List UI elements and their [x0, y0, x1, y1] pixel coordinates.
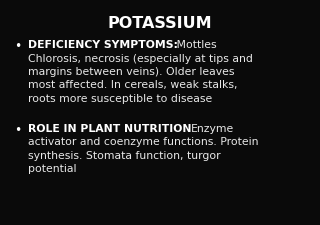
Text: Chlorosis, necrosis (especially at tips and: Chlorosis, necrosis (especially at tips …	[28, 53, 253, 63]
Text: POTASSIUM: POTASSIUM	[108, 16, 212, 31]
Text: activator and coenzyme functions. Protein: activator and coenzyme functions. Protei…	[28, 137, 259, 146]
Text: DEFICIENCY SYMPTOMS:: DEFICIENCY SYMPTOMS:	[28, 40, 178, 50]
Text: synthesis. Stomata function, turgor: synthesis. Stomata function, turgor	[28, 150, 220, 160]
Text: Mottles: Mottles	[173, 40, 217, 50]
Text: •: •	[14, 123, 21, 136]
Text: roots more susceptible to disease: roots more susceptible to disease	[28, 94, 212, 104]
Text: ROLE IN PLANT NUTRITION: ROLE IN PLANT NUTRITION	[28, 123, 191, 133]
Text: margins between veins). Older leaves: margins between veins). Older leaves	[28, 67, 235, 77]
Text: potential: potential	[28, 164, 76, 173]
Text: most affected. In cereals, weak stalks,: most affected. In cereals, weak stalks,	[28, 80, 237, 90]
Text: Enzyme: Enzyme	[191, 123, 234, 133]
Text: •: •	[14, 40, 21, 53]
